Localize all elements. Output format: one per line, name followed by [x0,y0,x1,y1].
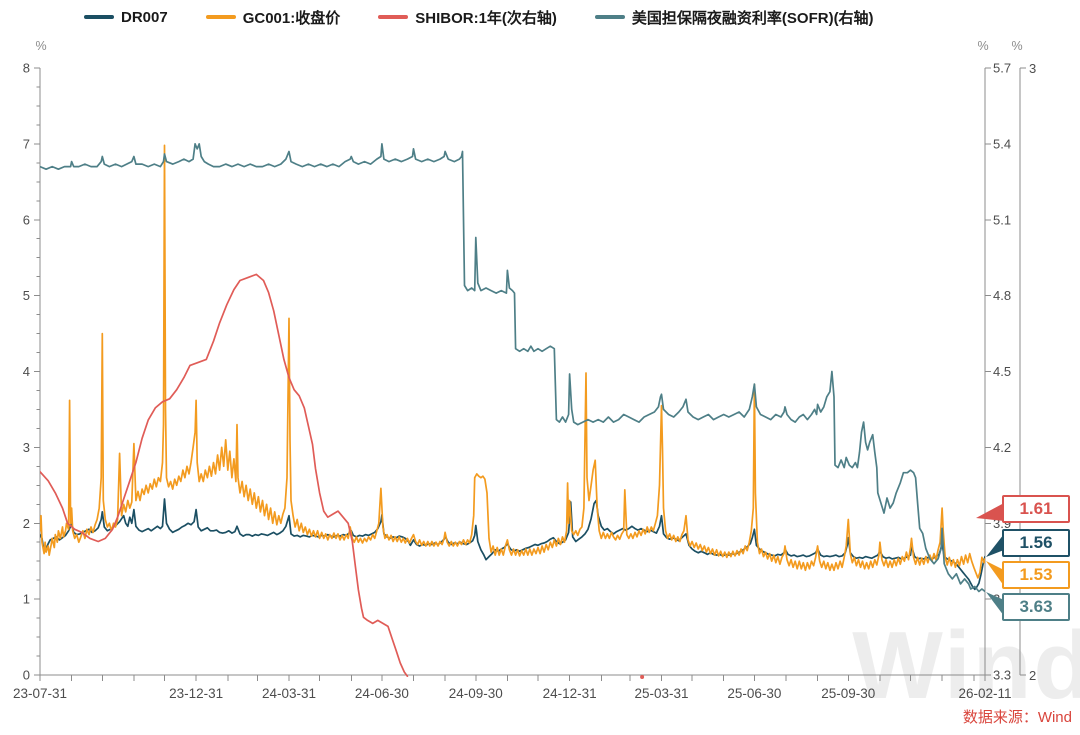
data-source-note: 数据来源：Wind [962,709,1072,726]
wind-watermark: Wind [852,612,1080,719]
series-shibor-1y-line [40,273,409,677]
svg-text:5.4: 5.4 [993,136,1011,151]
legend-swatch-dr007 [84,15,114,19]
svg-text:4.2: 4.2 [993,440,1011,455]
legend-label-dr007: DR007 [121,8,168,26]
callout-tails [976,503,1004,616]
svg-text:4: 4 [23,364,30,379]
svg-text:2: 2 [1029,668,1036,683]
legend-swatch-gc001 [205,15,236,19]
callout-tail-sofr [986,592,1004,616]
svg-text:1: 1 [23,592,30,607]
x-axis: 23-07-31 23-12-31 24-03-31 24-06-30 24-09-30… [13,674,1012,701]
svg-text:3: 3 [1029,61,1036,76]
legend-swatch-sofr [594,15,625,19]
svg-text:24-03-31: 24-03-31 [262,686,316,701]
series-gc001-line [40,144,985,579]
svg-text:26-02-11: 26-02-11 [958,686,1011,701]
legend-item-dr007[interactable]: DR007 [84,9,168,26]
last-value-callout-gc001: 1.53 [1002,561,1070,589]
right-inner-axis: 3.33.63.94.24.54.85.15.45.7% [977,39,1011,683]
axes: 0 1 2 3 4 5 6 7 8% 23-07-31 23-12-31 24-03-31 24-06-… [13,39,1036,701]
svg-text:6: 6 [23,212,30,227]
svg-text:24-09-30: 24-09-30 [449,686,503,701]
legend-item-gc001[interactable]: GC001:收盘价 [205,7,341,28]
svg-text:4.8: 4.8 [993,288,1011,303]
series-sofr-line [40,143,985,593]
legend-swatch-shibor-1y [378,15,409,19]
legend-item-sofr[interactable]: 美国担保隔夜融资利率(SOFR)(右轴) [594,7,874,28]
svg-text:%: % [35,39,46,53]
legend-label-gc001: GC001:收盘价 [242,9,341,27]
series-dr007-line [40,498,985,591]
last-value-callout-sofr: 3.63 [1002,593,1070,621]
svg-text:5.1: 5.1 [993,212,1011,227]
last-value-callout-dr007: 1.56 [1002,529,1070,557]
svg-text:25-03-31: 25-03-31 [634,686,688,701]
chart-legend: DR007 GC001:收盘价 SHIBOR:1年(次右轴) 美国担保隔夜融资利率(S… [84,7,874,27]
svg-text:23-12-31: 23-12-31 [169,686,223,701]
last-value-callout-shibor-1y: 1.61 [1002,495,1070,523]
callout-tail-shibor-1y [976,503,1004,521]
left-axis: 0 1 2 3 4 5 6 7 8% [23,39,47,683]
shibor-isolated-point [640,675,645,679]
svg-text:0: 0 [23,668,30,683]
svg-text:3: 3 [23,440,30,455]
callout-tail-dr007 [986,534,1004,557]
svg-text:2: 2 [23,516,30,531]
legend-label-sofr: 美国担保隔夜融资利率(SOFR)(右轴) [631,9,874,27]
series-lines [40,143,985,677]
callout-tail-gc001 [986,561,1004,586]
svg-text:24-12-31: 24-12-31 [543,686,597,701]
legend-label-shibor-1y: SHIBOR:1年(次右轴) [415,9,557,27]
svg-text:24-06-30: 24-06-30 [355,686,409,701]
svg-text:23-07-31: 23-07-31 [13,686,67,701]
svg-text:7: 7 [23,136,30,151]
svg-text:%: % [977,39,988,53]
svg-text:%: % [1011,39,1022,53]
svg-text:25-06-30: 25-06-30 [727,686,781,701]
svg-text:3.3: 3.3 [993,668,1011,683]
svg-text:4.5: 4.5 [993,364,1011,379]
svg-text:25-09-30: 25-09-30 [821,686,875,701]
legend-item-shibor-1y[interactable]: SHIBOR:1年(次右轴) [378,7,557,28]
svg-text:5.7: 5.7 [993,61,1011,76]
svg-text:5: 5 [23,288,30,303]
svg-text:8: 8 [23,61,30,76]
